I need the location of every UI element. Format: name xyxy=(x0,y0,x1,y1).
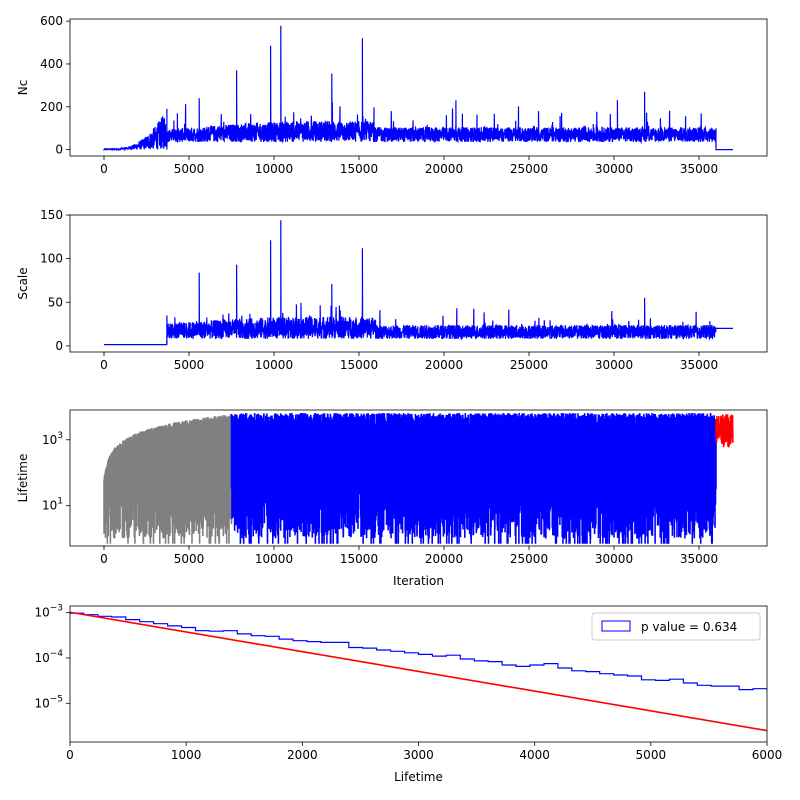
y-tick-label: 10−5 xyxy=(34,694,63,710)
y-tick-label: 10−4 xyxy=(34,649,63,665)
x-tick-label: 5000 xyxy=(174,552,205,566)
x-tick-label: 5000 xyxy=(636,748,667,762)
x-tick-label: 2000 xyxy=(287,748,318,762)
y-tick-label: 10−3 xyxy=(34,604,63,620)
x-tick-label: 0 xyxy=(100,162,108,176)
axes-2: 0 5000 10000 15000 20000 25000 30000 35000 0 50 10… xyxy=(16,208,718,372)
y-axis-label: Scale xyxy=(16,267,30,299)
x-axis-label: Lifetime xyxy=(394,770,443,784)
histogram-step xyxy=(70,612,767,691)
y-tick-label: 50 xyxy=(48,295,63,309)
x-tick-label: 0 xyxy=(100,552,108,566)
x-tick-label: 3000 xyxy=(403,748,434,762)
x-tick-label: 15000 xyxy=(340,358,378,372)
plot-frame-2 xyxy=(69,214,768,353)
y-tick-label: 600 xyxy=(40,14,63,28)
x-tick-label: 30000 xyxy=(595,358,633,372)
x-tick-label: 25000 xyxy=(510,358,548,372)
x-tick-label: 1000 xyxy=(171,748,202,762)
x-tick-label: 25000 xyxy=(510,162,548,176)
axes-1: 0 5000 10000 15000 20000 25000 30000 35000 0 200 4… xyxy=(16,14,718,176)
x-tick-label: 6000 xyxy=(752,748,783,762)
x-tick-label: 5000 xyxy=(174,162,205,176)
series-line xyxy=(104,220,733,346)
x-tick-label: 20000 xyxy=(425,552,463,566)
y-axis-label: Nc xyxy=(16,80,30,96)
legend-box xyxy=(591,612,761,641)
x-tick-label: 4000 xyxy=(519,748,550,762)
x-tick-label: 0 xyxy=(100,358,108,372)
x-tick-label: 35000 xyxy=(680,162,718,176)
x-tick-label: 15000 xyxy=(340,162,378,176)
series-line xyxy=(715,414,734,448)
y-tick-label: 0 xyxy=(55,143,63,157)
y-axis-label: Lifetime xyxy=(16,454,30,503)
plot-frame-3 xyxy=(69,409,768,547)
x-tick-label: 5000 xyxy=(174,358,205,372)
x-tick-label: 0 xyxy=(66,748,74,762)
y-tick-label: 100 xyxy=(40,252,63,266)
x-tick-label: 35000 xyxy=(680,358,718,372)
x-tick-label: 15000 xyxy=(340,552,378,566)
x-tick-label: 10000 xyxy=(255,552,293,566)
fit-line xyxy=(70,611,767,732)
legend: p value = 0.634 xyxy=(591,612,761,641)
x-tick-label: 35000 xyxy=(680,552,718,566)
x-tick-label: 25000 xyxy=(510,552,548,566)
x-tick-label: 30000 xyxy=(595,162,633,176)
x-tick-label: 20000 xyxy=(425,162,463,176)
series-line xyxy=(103,25,733,152)
x-tick-label: 10000 xyxy=(255,358,293,372)
x-tick-label: 10000 xyxy=(255,162,293,176)
plot-frame-1 xyxy=(69,18,768,157)
y-tick-label: 200 xyxy=(40,100,63,114)
y-tick-label: 103 xyxy=(42,431,63,447)
series-line xyxy=(230,413,717,544)
x-tick-label: 20000 xyxy=(425,358,463,372)
legend-label: p value = 0.634 xyxy=(641,620,737,634)
legend-swatch xyxy=(601,620,631,632)
y-tick-label: 101 xyxy=(42,497,63,513)
x-tick-label: 30000 xyxy=(595,552,633,566)
x-axis-label: Iteration xyxy=(393,574,444,588)
y-tick-label: 150 xyxy=(40,208,63,222)
y-tick-label: 400 xyxy=(40,57,63,71)
series-line xyxy=(103,414,233,544)
y-tick-label: 0 xyxy=(55,339,63,353)
